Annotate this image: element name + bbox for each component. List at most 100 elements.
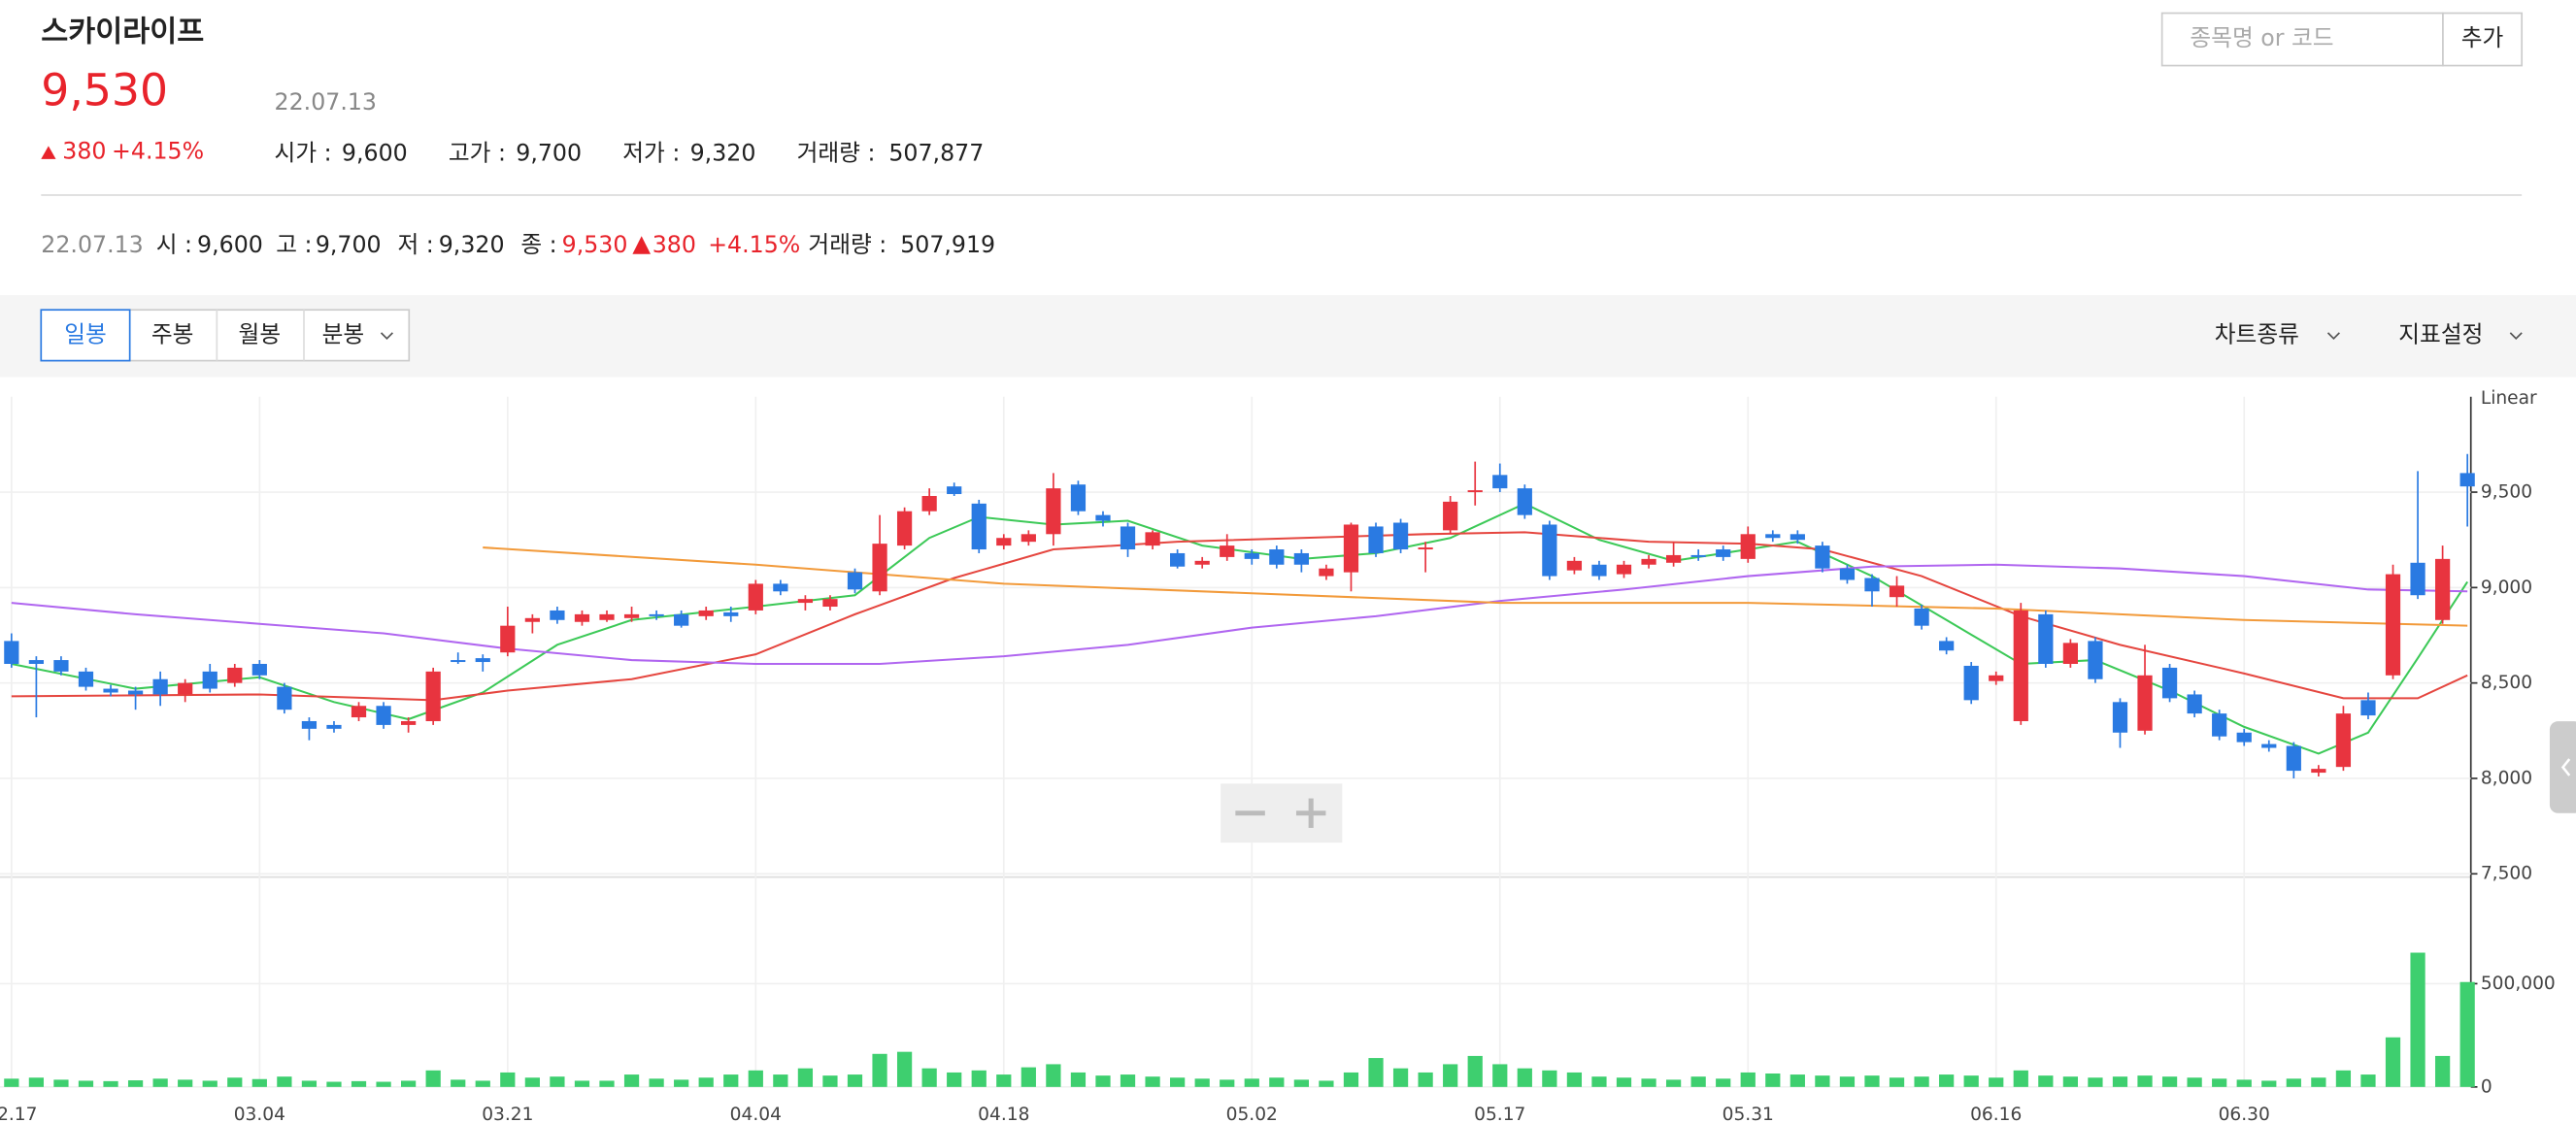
candle-body xyxy=(227,667,243,683)
bar-date: 22.07.13 xyxy=(41,231,143,258)
candle-body xyxy=(2434,558,2451,620)
stat-value: 9,600 xyxy=(342,139,408,166)
volume-bar xyxy=(1665,1079,1682,1087)
candle-body xyxy=(53,660,69,672)
candle-body xyxy=(2088,641,2103,679)
volume-bar xyxy=(2187,1077,2202,1087)
candle-body xyxy=(2360,700,2376,716)
volume-bar xyxy=(28,1077,45,1087)
volume-bar xyxy=(2360,1074,2376,1087)
volume-bar xyxy=(2335,1070,2352,1087)
x-tick-label: 05.17 xyxy=(1474,1105,1525,1123)
candle-body xyxy=(1293,552,1309,565)
volume-bar xyxy=(1914,1076,1929,1087)
candle-body xyxy=(1220,545,1235,557)
x-tick-label: 05.31 xyxy=(1723,1105,1774,1123)
candle-body xyxy=(401,720,417,725)
tab[interactable]: 월봉 xyxy=(239,321,282,348)
candle-body xyxy=(1269,549,1285,565)
volume-bar xyxy=(1467,1055,1483,1087)
candle-body xyxy=(2311,769,2326,774)
bar-label: 저 : xyxy=(397,231,433,258)
up-icon xyxy=(41,146,56,159)
x-tick-label: 05.02 xyxy=(1226,1105,1278,1123)
candle-body xyxy=(1368,526,1384,553)
candle-body xyxy=(723,611,739,616)
candle-body xyxy=(921,495,937,512)
candle-body xyxy=(1665,554,1682,563)
candle-body xyxy=(28,660,45,664)
bar-value: 507,919 xyxy=(900,231,995,258)
volume-bar xyxy=(971,1070,987,1087)
volume-bar xyxy=(277,1076,292,1087)
volume-bar xyxy=(896,1051,913,1087)
bar-change: 380 xyxy=(652,231,696,258)
volume-bar xyxy=(1095,1075,1111,1087)
candle-body xyxy=(1765,534,1781,539)
volume-bar xyxy=(2261,1080,2277,1087)
tab[interactable]: 분봉 xyxy=(322,321,365,348)
candle-body xyxy=(1244,552,1259,559)
volume-tick-label: 0 xyxy=(2481,1076,2492,1097)
volume-bar xyxy=(227,1077,243,1087)
candle-body xyxy=(1566,560,1583,571)
candle-body xyxy=(1963,665,1979,701)
indicator-menu[interactable]: 지표설정 xyxy=(2398,321,2483,348)
volume-bar xyxy=(1989,1077,2004,1087)
volume-bar xyxy=(1368,1058,1384,1087)
candle-body xyxy=(2187,694,2202,714)
candle-body xyxy=(748,583,763,611)
date: 22.07.13 xyxy=(275,88,377,116)
bar-change-pct: +4.15% xyxy=(708,231,800,258)
candle-body xyxy=(1467,490,1483,493)
volume-bar xyxy=(1392,1068,1409,1087)
candle-body xyxy=(971,503,987,550)
candle-body xyxy=(251,663,267,676)
candle-body xyxy=(1170,552,1186,567)
volume-bar xyxy=(2038,1075,2054,1087)
volume-bar xyxy=(1194,1078,1210,1087)
chart-type-menu[interactable]: 차트종류 xyxy=(2215,321,2299,348)
candle-body xyxy=(1343,524,1359,573)
volume-bar xyxy=(1517,1068,1532,1087)
candle-body xyxy=(1020,534,1036,543)
stat-label: 거래량 : xyxy=(797,139,876,166)
bar-label: 시 : xyxy=(156,231,192,258)
volume-bar xyxy=(178,1079,193,1087)
volume-bar xyxy=(2088,1077,2103,1087)
candle-body xyxy=(599,613,615,620)
moving-average xyxy=(11,563,2468,666)
volume-bar xyxy=(2137,1075,2153,1087)
volume-bar xyxy=(1220,1079,1235,1087)
volume-bar xyxy=(451,1079,466,1087)
side-chevron xyxy=(2560,758,2571,776)
candle-body xyxy=(1914,608,1929,626)
add-button[interactable] xyxy=(2442,12,2524,67)
volume-bar xyxy=(2286,1078,2301,1087)
volume-bar xyxy=(78,1080,94,1087)
candle-body xyxy=(896,511,913,546)
bar-value: 9,600 xyxy=(197,231,263,258)
volume-bar xyxy=(1492,1064,1508,1087)
y-tick-label: 8,500 xyxy=(2481,673,2532,693)
candle-body xyxy=(2236,732,2252,743)
tab[interactable]: 주봉 xyxy=(151,321,194,348)
candle-body xyxy=(2261,743,2277,748)
candle-body xyxy=(2335,713,2352,768)
tab[interactable]: 일봉 xyxy=(64,321,107,348)
candle-body xyxy=(2286,745,2301,772)
tab-active[interactable] xyxy=(40,309,131,362)
x-tick-label: 03.04 xyxy=(234,1105,285,1123)
candle-body xyxy=(1046,488,1061,535)
volume-bar xyxy=(2112,1076,2128,1087)
candle-body xyxy=(277,686,292,710)
volume-bar xyxy=(251,1078,267,1087)
search-box[interactable] xyxy=(2160,12,2444,67)
volume-bar xyxy=(326,1081,342,1087)
moving-average xyxy=(11,531,2468,702)
volume-bar xyxy=(996,1074,1012,1087)
volume-bar xyxy=(921,1068,937,1087)
volume-bar xyxy=(847,1074,863,1087)
volume-bar xyxy=(202,1080,217,1087)
add-button-label: 추가 xyxy=(2461,24,2504,51)
